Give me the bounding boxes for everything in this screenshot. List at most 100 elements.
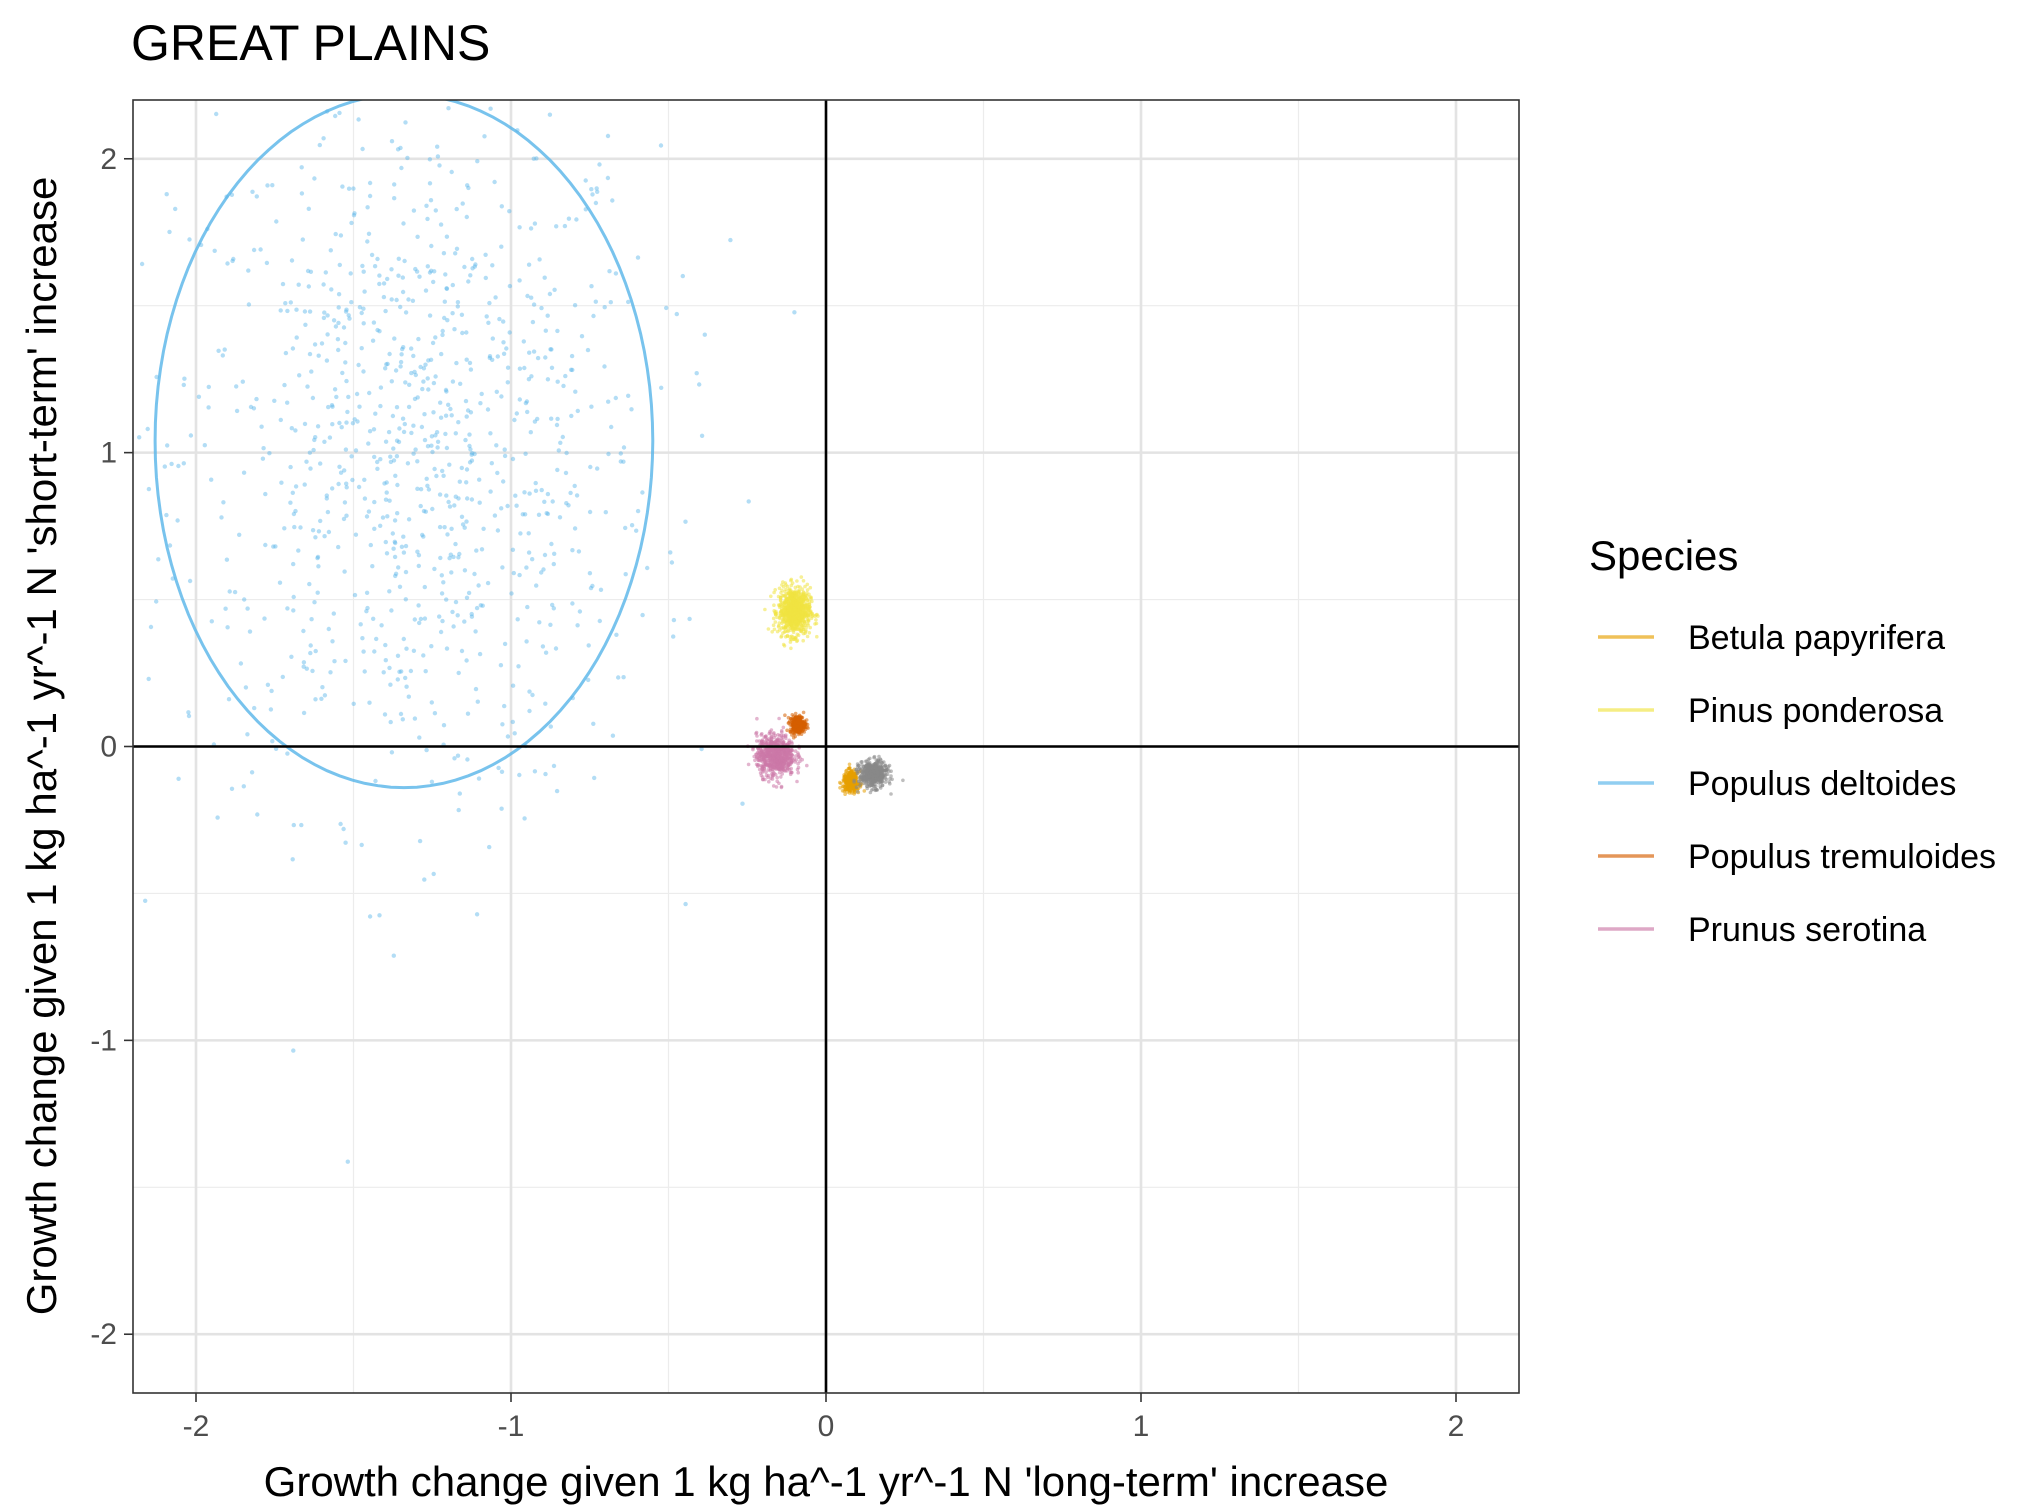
data-point [789,748,794,753]
data-point [880,771,885,776]
data-point [370,93,374,97]
data-point [164,192,169,197]
data-point [450,379,456,384]
data-point [388,454,393,459]
data-point [224,557,230,562]
data-point [399,544,405,549]
data-point [458,381,463,386]
data-point [249,770,255,775]
data-point [251,406,257,411]
data-point [475,159,480,164]
data-point [432,566,437,572]
legend-item: Pinus ponderosa [1598,692,1943,730]
data-point [788,772,793,777]
data-point [403,380,408,385]
data-point [364,514,370,519]
data-point [343,658,348,664]
data-point [437,524,443,530]
data-point [475,699,480,704]
data-point [420,532,425,538]
data-point [500,722,505,727]
data-point [522,365,527,371]
data-point [796,770,800,775]
data-point [623,572,628,577]
y-tick-label: -1 [90,1024,117,1057]
data-point [801,594,805,598]
data-point [415,549,420,554]
data-point [385,276,390,282]
data-point [351,213,357,218]
data-point [790,597,795,602]
data-point [365,239,370,244]
data-point [603,510,608,515]
data-point [427,313,433,318]
data-point [476,776,482,781]
data-point [793,715,798,720]
data-point [384,490,389,495]
data-point [366,231,372,236]
data-point [618,451,623,456]
data-point [472,451,477,457]
data-point [530,319,536,325]
data-point [570,548,575,553]
data-point [406,297,411,302]
data-point [582,94,586,98]
data-point [360,146,365,152]
data-point [261,446,266,451]
data-point [488,489,493,494]
data-point [563,470,569,476]
data-point [792,590,797,595]
data-point [428,198,434,203]
data-point [391,546,396,551]
data-point [771,616,776,621]
data-point [591,313,596,319]
data-point [788,637,793,642]
data-point [313,697,318,702]
data-point [241,470,247,475]
data-point [215,815,220,820]
data-point [521,339,526,344]
data-point [848,789,852,793]
data-point [371,320,377,325]
data-point [544,511,549,516]
data-point [846,784,851,789]
data-point [279,480,284,485]
data-point [378,403,383,409]
data-point [353,532,359,537]
data-point [429,434,435,439]
data-point [289,654,294,659]
data-point [537,620,542,625]
data-point [555,467,560,473]
data-point [384,551,390,556]
data-point [771,784,776,788]
data-point [254,194,259,199]
data-point [212,248,217,253]
data-point [392,554,398,560]
data-point [587,571,593,576]
data-point [501,319,506,324]
data-point [808,595,812,599]
data-point [889,769,893,773]
data-point [399,669,404,674]
data-point [790,581,795,585]
data-point [613,395,618,401]
data-point [397,669,402,674]
data-point [385,361,390,367]
data-point [808,585,813,590]
data-point [303,322,308,327]
data-point [259,424,264,429]
data-point [444,597,449,602]
data-point [610,198,615,203]
data-point [468,367,474,372]
data-point [310,395,316,401]
data-point [439,573,444,578]
data-point [478,401,483,406]
data-point [370,564,375,569]
data-point [789,602,793,606]
data-point [290,346,296,351]
x-tick-label: 1 [1133,1410,1150,1443]
data-point [526,531,531,536]
data-point [510,547,516,552]
data-point [372,649,377,654]
data-point [377,281,382,287]
